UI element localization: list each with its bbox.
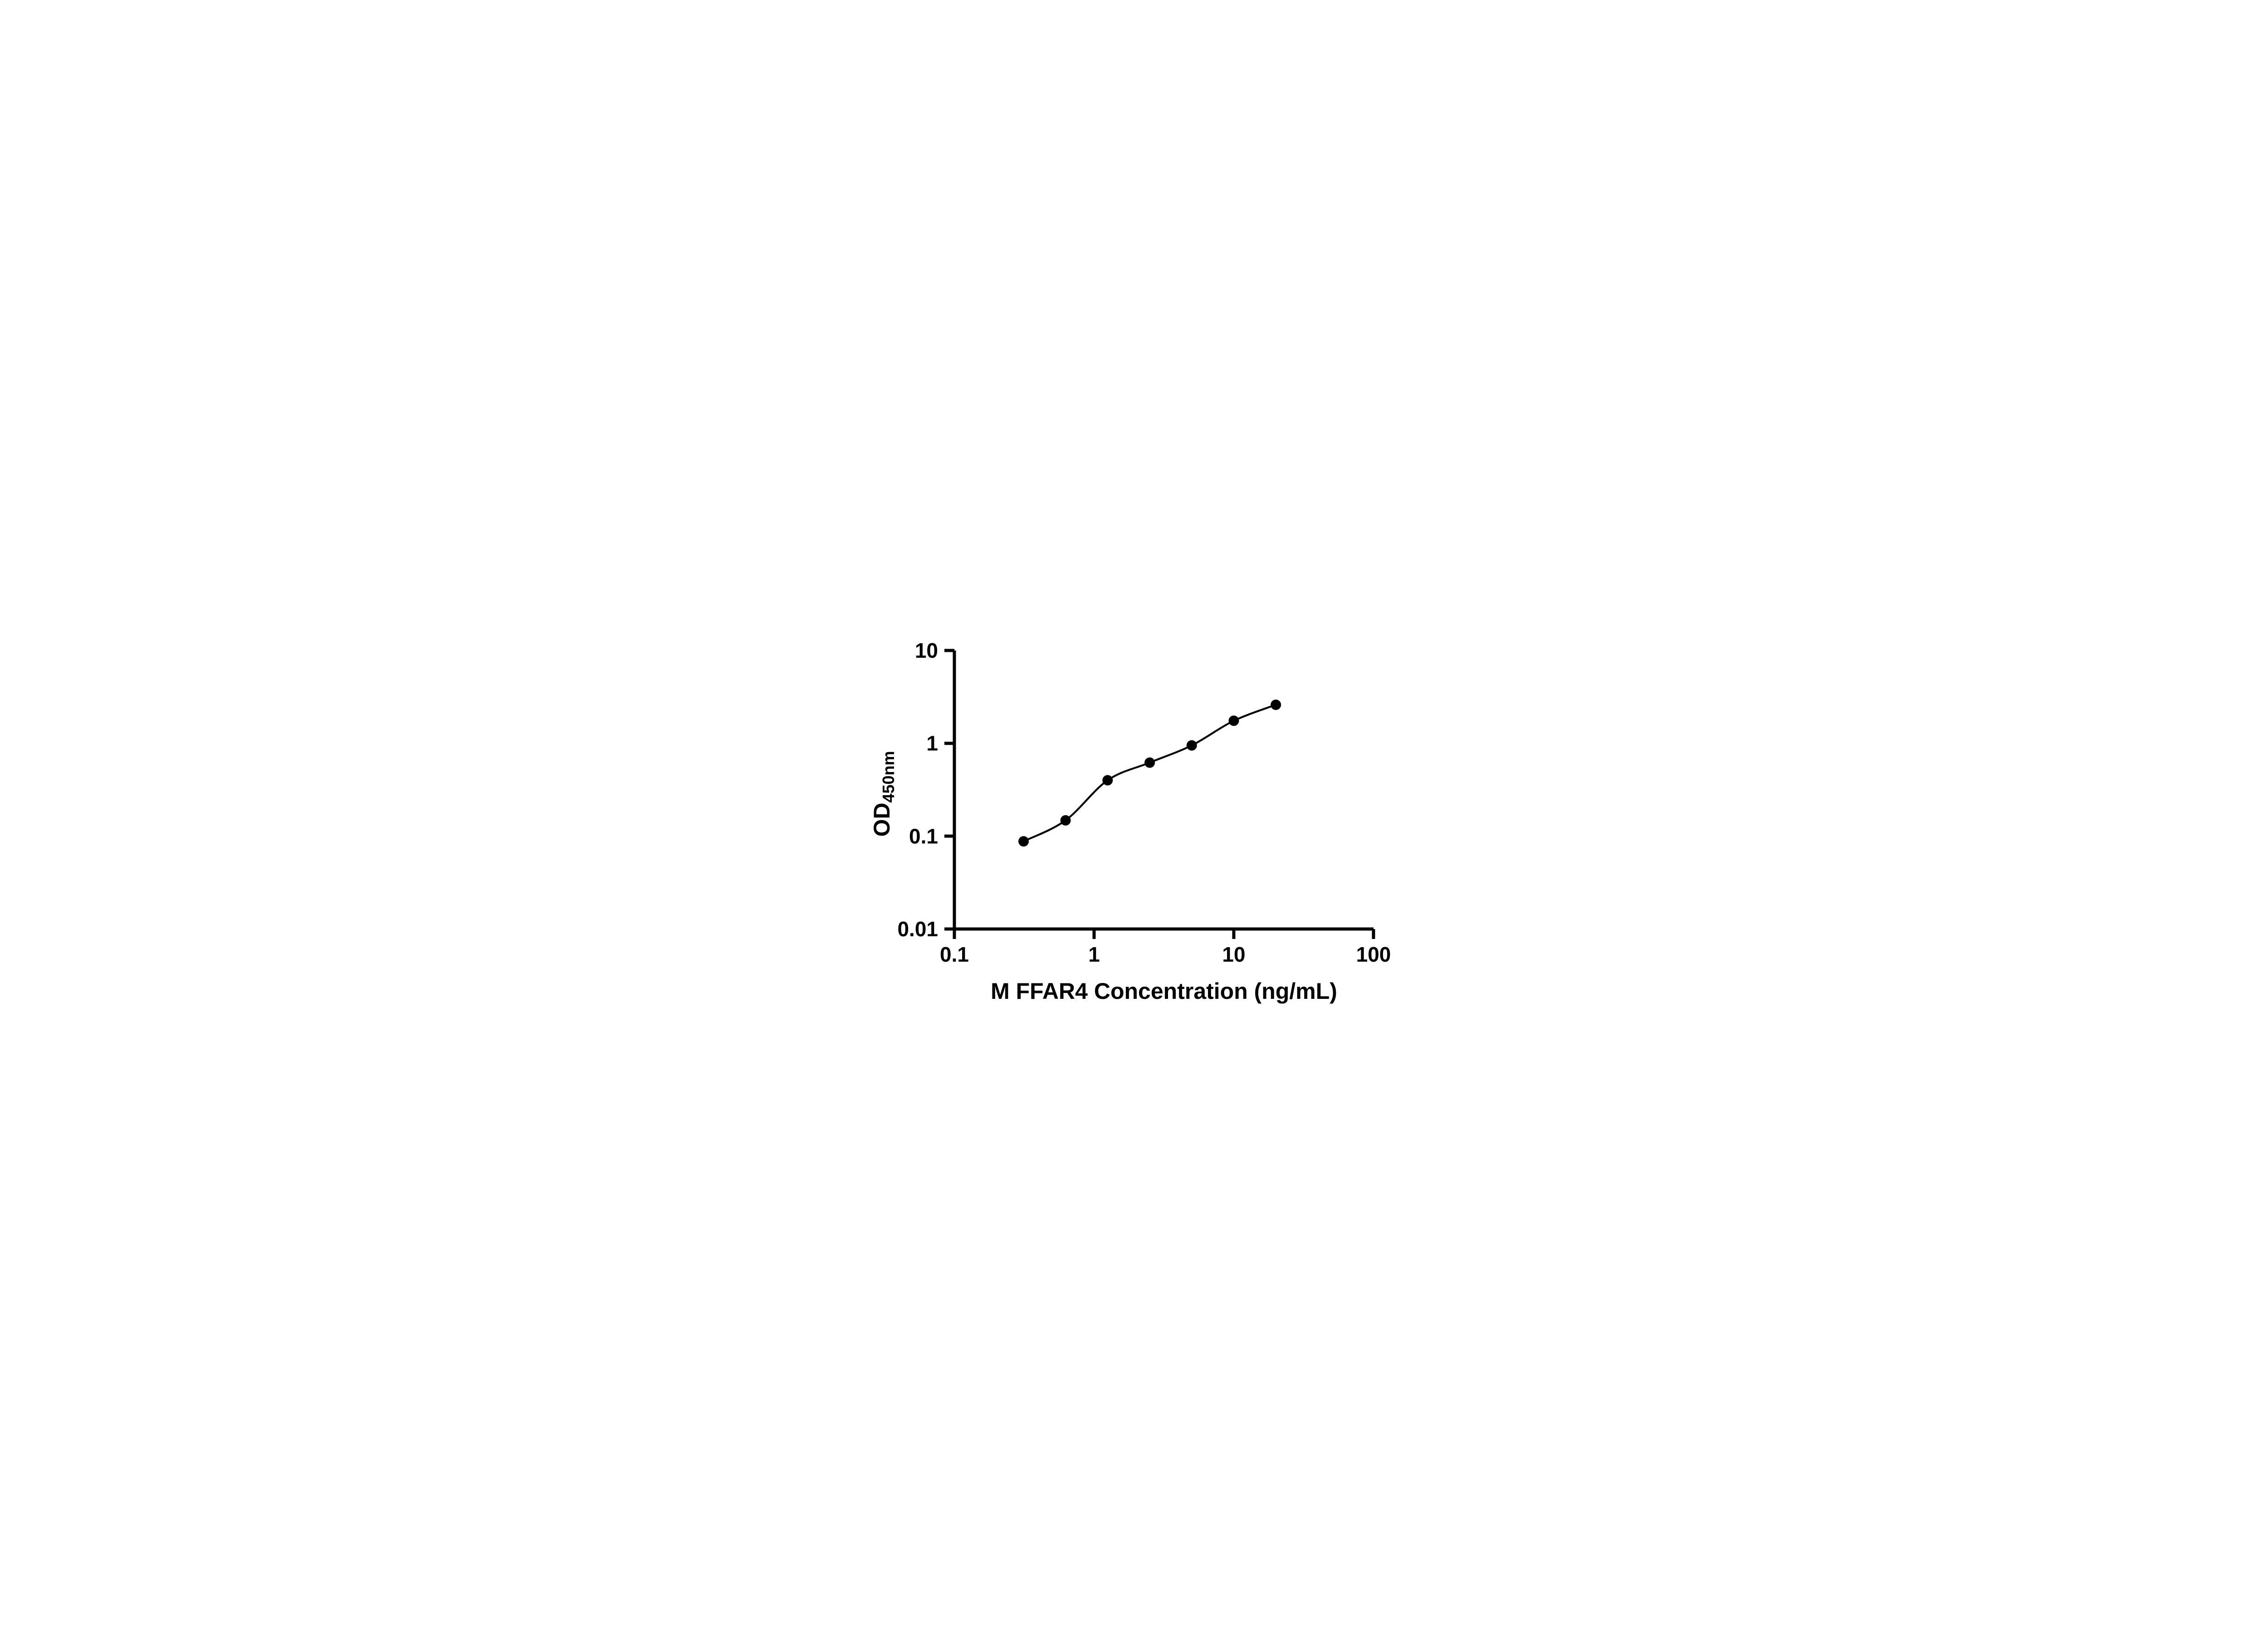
elisa-standard-curve-chart: 0.1 1 10 100 10 1 0.1 0.01 M FFAR4 Concentratio… — [842, 612, 1426, 1021]
data-point — [1102, 775, 1113, 786]
data-point — [1228, 715, 1239, 726]
axes-layer — [953, 650, 1374, 931]
data-point — [1270, 699, 1281, 710]
y-tick-label: 1 — [926, 732, 938, 755]
y-axis-title-subscript: 450nm — [879, 751, 898, 802]
x-axis-title: M FFAR4 Concentration (ng/mL) — [991, 978, 1337, 1004]
data-point — [1144, 757, 1155, 768]
y-axis-title: OD450nm — [869, 751, 898, 836]
x-tick-label: 1 — [1088, 943, 1100, 966]
y-axis-title-main: OD — [869, 803, 894, 837]
y-tick-label: 10 — [914, 639, 938, 662]
x-tick-label: 10 — [1222, 943, 1245, 966]
y-tick-label: 0.1 — [909, 824, 938, 848]
ticks-layer — [944, 649, 1375, 939]
axis-spine — [953, 650, 1374, 931]
data-points-layer — [1018, 699, 1281, 847]
x-tick-label: 100 — [1356, 943, 1391, 966]
data-point — [1186, 740, 1197, 751]
data-point — [1018, 836, 1029, 847]
y-tick-label: 0.01 — [897, 917, 938, 941]
data-point — [1060, 815, 1071, 826]
x-tick-label: 0.1 — [940, 943, 969, 966]
